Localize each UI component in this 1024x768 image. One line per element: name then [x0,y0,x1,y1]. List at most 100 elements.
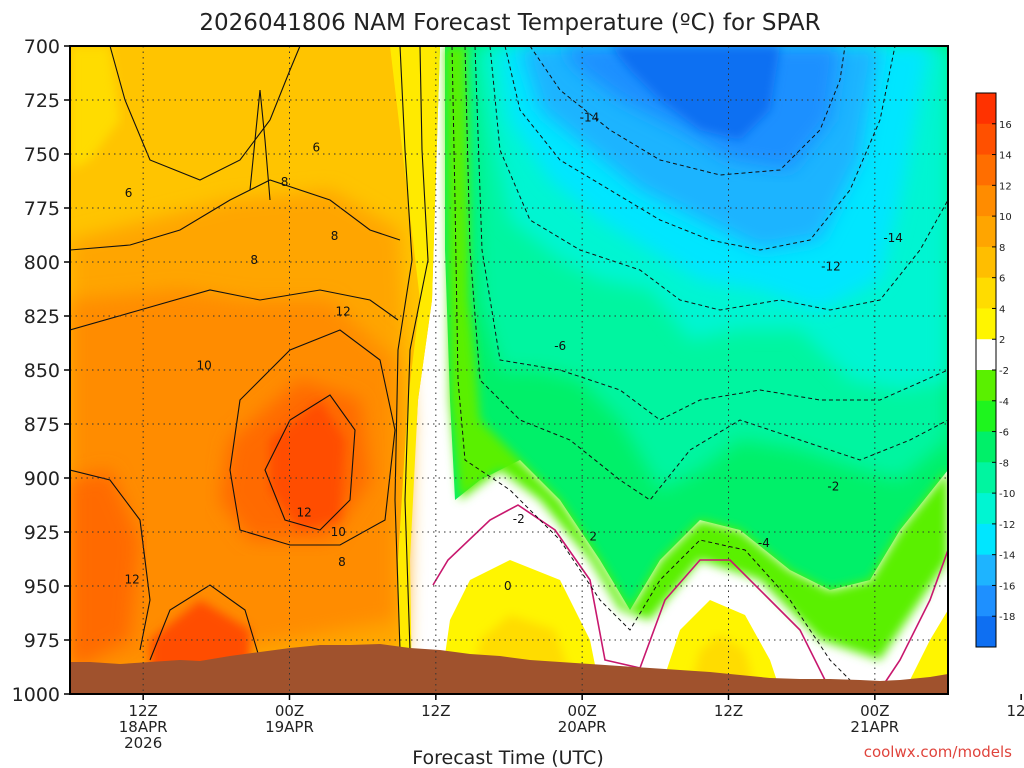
contour-warm-surface [149,584,261,661]
contour-label: 2 [589,529,597,543]
y-axis: 700 725 750 775 800 825 850 875 900 925 950 975 1000 [12,36,70,706]
cold-core-minus20c [610,46,780,140]
contour-label: 12 [296,506,311,520]
contour-label: 10 [331,525,346,539]
colorbar-label: -6 [999,428,1009,439]
colorbar-swatch [976,246,996,279]
contour-label: 8 [338,555,346,569]
contour-label: 6 [313,141,321,155]
cold-band-minus4c [445,46,948,660]
colorbar-swatch [976,154,996,186]
contour-label: -14 [883,231,903,245]
colorbar-swatch [976,523,996,556]
x-tick-label: 12Z [1006,702,1024,720]
contour-label: 8 [250,253,258,267]
contour-warm-upper-6c [109,46,301,181]
colorbar-swatch [976,216,996,248]
x-tick-label: 00Z [567,702,596,720]
colorbar-label: -4 [999,397,1009,408]
colorbar-label: 10 [999,212,1012,223]
x-tick-label: 20APR [558,718,607,736]
cold-temperature-field [445,46,948,660]
y-tick-label: 825 [24,306,60,328]
x-tick-label: 18APR [119,718,168,736]
contour-label: 0 [504,579,512,593]
colorbar-swatch [976,616,996,648]
y-tick-label: 925 [24,522,60,544]
y-tick-label: 725 [24,90,60,112]
x-tick-label: 12Z [128,702,157,720]
colorbar-label: 8 [999,243,1005,254]
x-axis-title: Forecast Time (UTC) [412,747,603,768]
colorbar-label: -10 [999,489,1015,500]
colorbar-swatch [976,93,996,125]
grid-lines [70,46,948,694]
y-tick-label: 1000 [12,684,60,706]
credit-text: coolwx.com/models [864,743,1012,761]
colorbar-label: 4 [999,304,1005,315]
x-tick-label: 2026 [124,734,162,752]
x-tick-label: 00Z [860,702,889,720]
contour-label: -14 [580,110,600,124]
plot-area: 6688810121210812-14-14-12-6-8-6-4-4-2-22… [70,46,975,694]
colorbar-label: -8 [999,458,1009,469]
x-tick-label: 00Z [275,702,304,720]
warm-temperature-field [70,46,440,690]
warm-core-upper-16c [270,400,345,530]
warm-edge-front-2c [390,46,440,690]
contour-cold-minus14c [504,46,896,251]
y-tick-label: 750 [24,144,60,166]
colorbar-label: -18 [999,612,1015,623]
contour-label: 8 [281,175,289,189]
colorbar-label: -16 [999,581,1015,592]
contour-warm-upper-8c [249,89,271,201]
contour-label: -6 [554,339,566,353]
contour-warm-12c-upper [229,329,396,546]
y-tick-label: 800 [24,252,60,274]
contour-warm-lower [70,469,151,651]
contour-label: 6 [125,186,133,200]
zero-degree-contour-east [879,549,948,691]
colorbar-label: -14 [999,551,1015,562]
colorbar-label: 12 [999,181,1012,192]
contour-lines [70,46,948,691]
y-tick-label: 850 [24,360,60,382]
y-tick-label: 900 [24,468,60,490]
colorbar-swatch [976,185,996,217]
warm-core-lower-14c [70,470,140,670]
colorbar-swatch [976,370,996,402]
y-tick-label: 875 [24,414,60,436]
colorbar-label: 16 [999,120,1012,131]
contour-label: 12 [125,573,140,587]
colorbar-label: 2 [999,335,1005,346]
contour-label: 12 [336,305,351,319]
colorbar-label: 14 [999,151,1012,162]
colorbar-swatch [976,123,996,156]
y-tick-label: 975 [24,630,60,652]
contour-cold-minus12c [489,46,948,311]
colorbar-label: -2 [999,366,1009,377]
contour-label-bg [957,593,975,607]
chart-title: 2026041806 NAM Forecast Temperature (ºC)… [199,10,820,36]
contour-cold-minus6c [464,46,948,501]
y-tick-label: 950 [24,576,60,598]
colorbar-swatch [976,400,996,433]
x-tick-label: 12Z [714,702,743,720]
contour-label: -12 [821,259,841,273]
contour-label: -2 [827,480,839,494]
y-tick-label: 775 [24,198,60,220]
colorbar-swatch [976,277,996,309]
contour-warm-10c [70,289,399,331]
x-tick-label: 21APR [850,718,899,736]
contour-label: -4 [758,536,770,550]
colorbar-label: -12 [999,520,1015,531]
contour-cold-minus2c [451,46,861,691]
warm-edge-upper-4c [70,46,120,170]
y-tick-label: 700 [24,36,60,58]
contour-label: 10 [196,359,211,373]
contour-label: -2 [513,512,525,526]
contour-label: -4 [960,594,972,608]
colorbar-swatch [976,493,996,525]
